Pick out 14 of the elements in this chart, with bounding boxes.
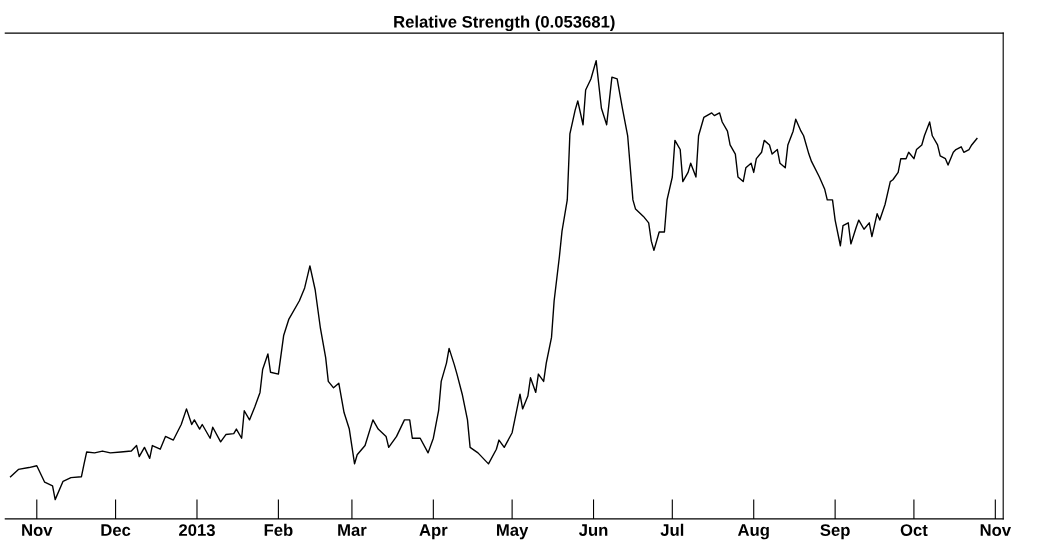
x-tick-label: Nov: [980, 524, 1011, 536]
x-tick-label: Nov: [22, 524, 53, 536]
x-tick-label: Apr: [419, 524, 448, 540]
x-tick-label: Aug: [737, 524, 769, 540]
x-tick-label: Mar: [338, 524, 367, 536]
x-tick-label: Sep: [820, 524, 850, 540]
chart-title: Relative Strength (0.053681): [394, 15, 615, 32]
x-tick-label: 2013: [179, 524, 215, 537]
x-tick-label: Feb: [264, 523, 293, 536]
x-tick-label: Oct: [900, 524, 928, 536]
x-tick-label: Dec: [101, 524, 131, 536]
x-tick-label: Jun: [578, 524, 608, 536]
x-tick-label: Jul: [660, 523, 684, 536]
x-tick-label: May: [497, 524, 529, 540]
